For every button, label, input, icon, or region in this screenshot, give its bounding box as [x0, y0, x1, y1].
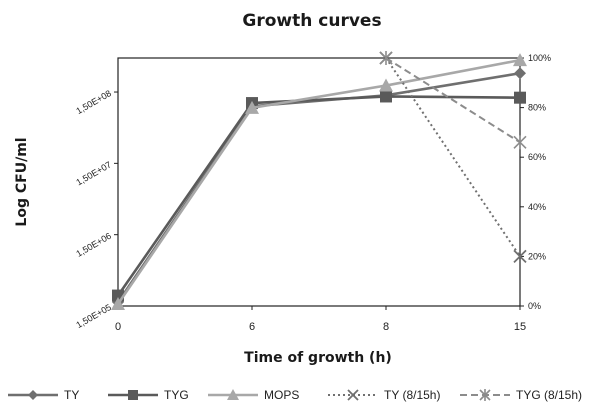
legend-square-marker: [128, 390, 138, 400]
legend: TY TYG MOPS TY (8/15h) TYG (8/15h): [8, 388, 582, 402]
series-layer: [111, 51, 527, 311]
legend-label: TY: [64, 388, 79, 402]
triangle-marker: [513, 53, 527, 67]
y-right-tick-label: 0%: [528, 301, 541, 311]
x-tick-label: 8: [383, 321, 389, 333]
series-mops: [111, 53, 527, 311]
triangle-marker: [111, 297, 125, 311]
triangle-marker: [379, 78, 393, 92]
legend-diamond-marker: [28, 390, 38, 400]
y-right-tick-label: 20%: [528, 251, 546, 261]
y-left-tick-label: 1,50E+07: [74, 159, 113, 187]
y-left-tick-label: 1,50E+05: [74, 302, 113, 330]
square-marker: [514, 91, 526, 104]
legend-item: TY (8/15h): [328, 388, 440, 402]
series-line: [385, 57, 521, 144]
triangle-marker: [245, 100, 259, 114]
y-right-tick-label: 60%: [528, 152, 546, 162]
plot-area: [117, 57, 521, 307]
series-line: [116, 95, 521, 297]
x-tick-label: 0: [115, 321, 121, 333]
x-axis-title: Time of growth (h): [244, 350, 392, 366]
series-tyg-8-15h: [379, 51, 527, 150]
y-left-tick-label: 1,50E+08: [74, 88, 113, 116]
legend-label: MOPS: [264, 388, 299, 402]
y-right-tick-label: 80%: [528, 103, 546, 113]
series-tyg: [112, 90, 526, 302]
legend-x-marker: [347, 389, 359, 401]
legend-star-marker: [479, 389, 491, 401]
y-right-tick-label: 100%: [528, 53, 551, 63]
star-marker: [513, 135, 527, 150]
diamond-marker: [514, 67, 526, 80]
x-marker: [513, 249, 527, 264]
series-line: [385, 57, 521, 257]
legend-item: MOPS: [208, 388, 299, 402]
legend-triangle-marker: [227, 389, 239, 400]
y-left-tick-label: 1,50E+06: [74, 231, 113, 259]
series-ty: [112, 67, 526, 309]
legend-item: TY: [8, 388, 79, 402]
legend-label: TY (8/15h): [384, 388, 440, 402]
y-right-tick-label: 40%: [528, 202, 546, 212]
x-tick-label: 15: [514, 321, 526, 333]
legend-item: TYG (8/15h): [460, 388, 582, 402]
y-left-axis: 1,50E+05 1,50E+06 1,50E+07 1,50E+08: [74, 88, 118, 330]
x-axis: 0 6 8 15: [115, 306, 526, 333]
legend-label: TYG (8/15h): [516, 388, 582, 402]
y-axis-title: Log CFU/ml: [14, 137, 30, 226]
star-marker: [379, 51, 393, 65]
series-line: [116, 71, 521, 303]
series-line: [116, 58, 521, 305]
legend-label: TYG: [164, 388, 189, 402]
x-tick-label: 6: [249, 321, 255, 333]
square-marker: [380, 90, 392, 103]
chart-title: Growth curves: [242, 11, 381, 31]
legend-item: TYG: [108, 388, 189, 402]
